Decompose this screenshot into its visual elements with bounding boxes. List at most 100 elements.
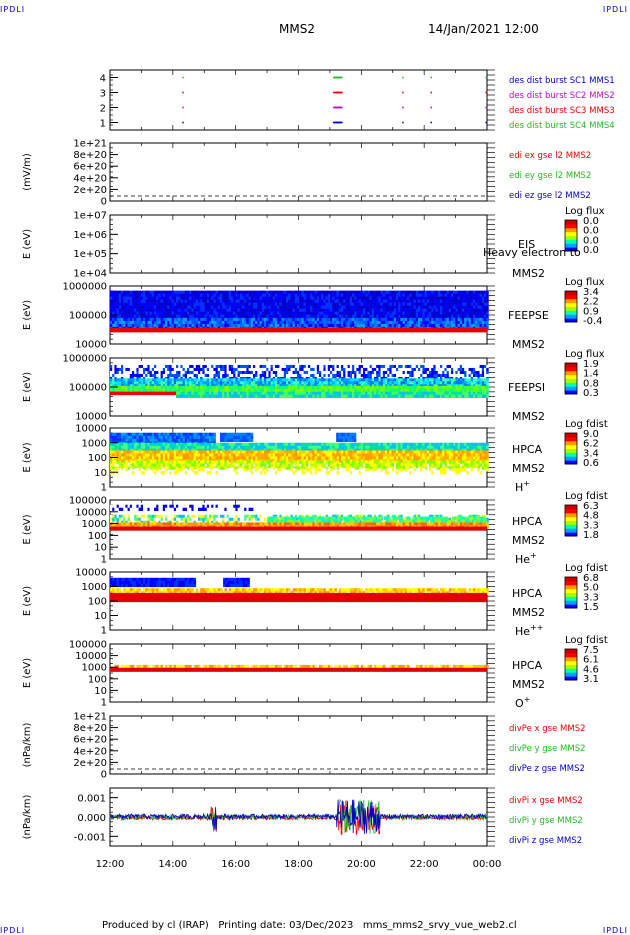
feepse-panel-upper-band-cell [213,306,216,309]
feepsi-panel-mid-band-cell [405,381,408,384]
feepse-panel-upper-band-cell [200,303,203,306]
feepse-panel-middle-band-cell [299,324,302,327]
feepse-panel-upper-band-cell [440,303,443,306]
feepsi-panel-mid-band-cell [464,381,467,384]
feepse-panel-upper-band-cell [172,306,175,309]
feepsi-panel-green-band-cell [220,386,223,389]
feepse-panel-middle-band-cell [172,318,175,321]
feepse-panel-upper-band-cell [381,309,384,312]
feepse-panel-upper-band-cell [460,309,463,312]
feepse-panel-upper-band-cell [209,312,212,315]
feepse-panel-upper-band-cell [339,303,342,306]
feepsi-panel-green-band-cell [392,386,395,389]
feepse-panel-upper-band-cell [352,297,355,300]
feepse-panel-middle-band-cell [114,324,117,327]
feepsi-panel-mid-band-cell [290,381,293,384]
feepse-panel-upper-band-cell [266,291,269,294]
feepsi-panel-sparse-band-cell [264,374,267,377]
feepse-panel-upper-band-cell [224,303,227,306]
feepsi-panel-mid-band-cell [480,378,483,381]
feepse-panel-upper-band-cell [383,303,386,306]
feepse-panel-middle-band-cell [147,324,150,327]
feepse-panel-upper-band-cell [246,312,249,315]
feepse-panel-upper-band-cell [387,303,390,306]
feepse-panel-middle-band-cell [354,321,357,324]
feepsi-panel-lower-band-cell [284,392,287,395]
feepsi-panel-sparse-band-cell [196,374,199,377]
eis-panel-colorbar-tick: 0.0 [583,245,599,256]
feepse-panel-upper-band-cell [244,291,247,294]
feepse-panel-middle-band-cell [169,318,172,321]
feepse-panel-upper-band-cell [211,315,214,318]
feepse-panel-middle-band-cell [323,321,326,324]
feepse-panel-middle-band-cell [213,318,216,321]
hpca-h-panel-blue-band-cell [117,439,120,442]
feepse-panel-upper-band-cell [240,306,243,309]
feepsi-panel-sparse-band-cell [268,365,271,368]
feepsi-panel-green-band-cell [337,386,340,389]
feepse-panel-upper-band-cell [405,291,408,294]
feepsi-panel-green-band-cell [290,386,293,389]
feepse-panel-upper-band-cell [328,309,331,312]
feepse-panel-upper-band-cell [112,300,115,303]
feepsi-panel-green-band-cell [326,386,329,389]
feepse-panel-middle-band-cell [469,324,472,327]
feepsi-panel-sparse-band-cell [306,365,309,368]
feepse-panel-upper-band-cell [458,312,461,315]
feepse-panel-upper-band-cell [427,300,430,303]
feepsi-panel-mid-band-cell [321,381,324,384]
feepse-panel-upper-band-cell [222,306,225,309]
feepse-panel-upper-band-cell [183,312,186,315]
feepsi-panel-lower-band-cell [255,395,257,398]
feepse-panel-upper-band-cell [293,297,296,300]
feepsi-panel-sparse-band-cell [293,368,296,371]
feepsi-panel-sparse-band-cell [257,368,260,371]
feepse-panel-middle-band-cell [207,324,210,327]
feepsi-panel-sparse-band-cell [306,374,309,377]
feepse-panel-upper-band-cell [271,297,274,300]
feepse-panel-middle-band-cell [290,324,293,327]
feepse-panel-upper-band-cell [418,306,421,309]
feepse-panel-upper-band-cell [365,309,368,312]
divpe-panel-ytick-label: 1e+21 [73,712,107,723]
feepsi-panel-sparse-band-cell [194,371,197,374]
feepse-panel-upper-band-cell [121,294,124,297]
feepsi-panel-mid-band-cell [200,381,203,384]
feepsi-panel-lower-band-cell [304,392,307,395]
feepsi-panel-sparse-band-cell [253,368,256,371]
feepsi-panel-sparse-band-cell [396,374,399,377]
feepsi-panel-sparse-band-cell [414,365,417,368]
feepsi-panel-green-band-cell [409,386,412,389]
feepsi-panel-sparse-band-cell [299,368,302,371]
feepse-panel-upper-band-cell [449,300,452,303]
feepsi-panel-mid-band-cell [268,378,271,381]
feepse-panel-middle-band-cell [440,324,443,327]
feepsi-panel-sparse-band-cell [246,374,249,377]
feepse-panel-upper-band-cell [207,312,210,315]
feepse-panel-middle-band-cell [191,321,194,324]
feepsi-panel-mid-band-cell [389,378,392,381]
feepsi-panel-sparse-band-cell [136,368,139,371]
feepse-panel-middle-band-cell [422,321,425,324]
feepse-panel-colorbar-segment [565,299,577,303]
feepsi-panel-sparse-band-cell [130,371,133,374]
feepse-panel-upper-band-cell [350,309,353,312]
feepsi-panel-mid-band-cell [477,378,480,381]
feepse-panel-upper-band-cell [350,297,353,300]
feepsi-panel-sparse-band-cell [134,368,137,371]
feepse-panel-upper-band-cell [128,312,131,315]
feepse-panel-middle-band-cell [110,318,113,321]
feepse-panel-upper-band-cell [348,309,351,312]
feepse-panel-upper-band-cell [240,303,243,306]
feepsi-panel-sparse-band-cell [257,371,260,374]
hpca-h-panel-blue-band-cell [130,439,133,442]
feepsi-panel-lower-band-cell [451,395,454,398]
feepse-panel-upper-band-cell [480,309,483,312]
feepse-panel-upper-band-cell [359,309,362,312]
feepse-panel-upper-band-cell [266,306,269,309]
feepse-panel-upper-band-cell [383,300,386,303]
feepse-panel-upper-band-cell [229,297,232,300]
feepsi-panel-sparse-band-cell [255,371,258,374]
feepse-panel-upper-band-cell [385,309,388,312]
feepse-panel-upper-band-cell [374,315,377,318]
